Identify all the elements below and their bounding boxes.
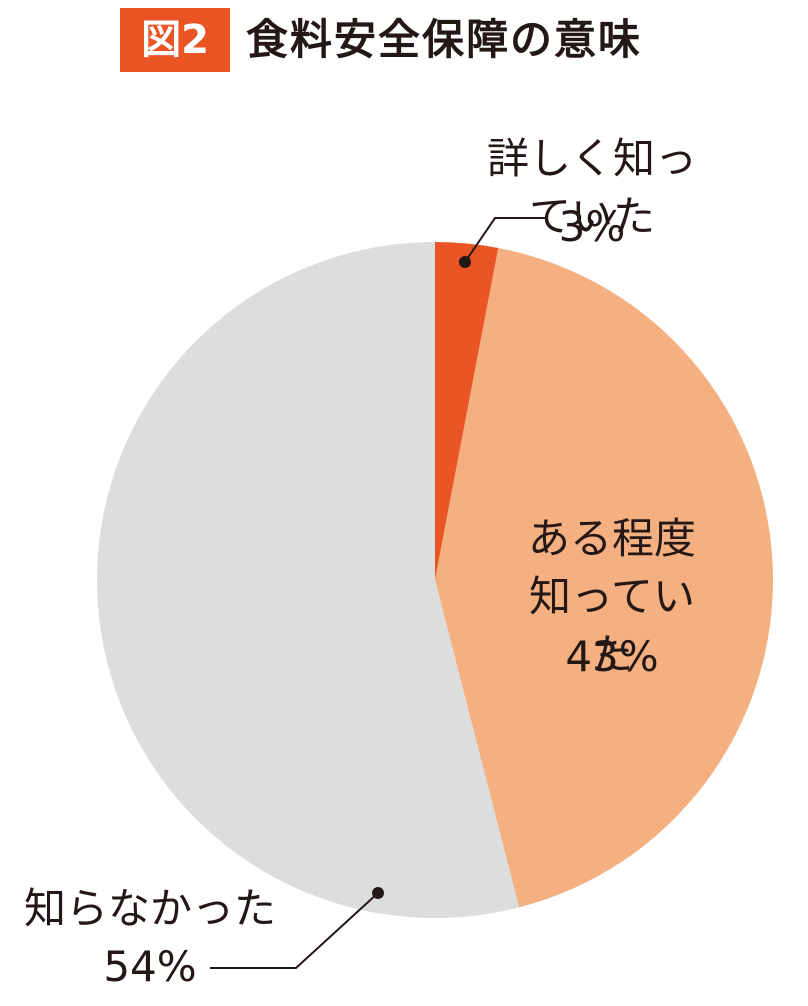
leader-dot <box>459 256 471 268</box>
figure-label: 図2 <box>120 8 230 72</box>
slice-label: ある程度 知っていた <box>527 514 696 679</box>
chart-title: 食料安全保障の意味 <box>246 15 643 64</box>
leader-line <box>464 217 545 263</box>
leader-dot <box>372 887 384 899</box>
slice-label: 知らなかった <box>23 884 277 933</box>
slice-label: 詳しく知っていた <box>486 134 697 241</box>
value-label: 43% <box>565 632 659 681</box>
leader-line <box>210 892 379 969</box>
pie-slice <box>435 242 499 580</box>
pie-slice <box>97 242 520 918</box>
pie <box>97 242 774 918</box>
leaders <box>210 217 545 969</box>
value-label: 3% <box>558 202 626 251</box>
value-label: 54% <box>103 942 197 991</box>
pie-slice <box>435 247 774 908</box>
